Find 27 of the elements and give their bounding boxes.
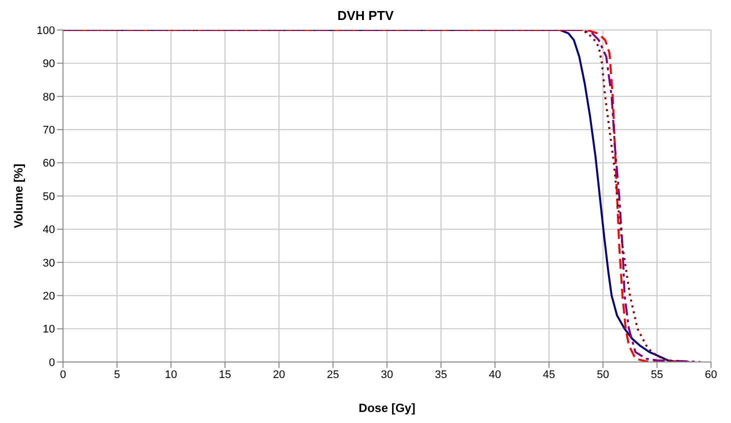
x-tick-label: 40	[488, 368, 502, 381]
x-tick-label: 5	[114, 368, 120, 381]
x-axis-title: Dose [Gy]	[358, 401, 416, 415]
y-axis-title: Volume [%]	[11, 164, 26, 228]
x-tick-label: 10	[164, 368, 178, 381]
y-tick-label: 30	[42, 257, 55, 270]
x-tick-label: 35	[434, 368, 448, 381]
y-tick-label: 50	[42, 190, 55, 203]
y-tick-label: 90	[42, 58, 55, 70]
y-tick-label: 70	[42, 124, 55, 137]
x-tick-label: 45	[542, 368, 556, 381]
x-tick-label: 0	[60, 368, 66, 381]
y-tick-label: 10	[42, 324, 55, 336]
chart-title: DVH PTV	[336, 8, 395, 23]
x-tick-label: 25	[326, 368, 340, 381]
y-tick-label: 0	[48, 356, 55, 369]
y-tick-label: 100	[36, 24, 55, 37]
x-tick-label: 55	[650, 368, 664, 381]
x-tick-label: 15	[218, 368, 232, 381]
y-tick-label: 80	[42, 91, 55, 104]
y-tick-label: 40	[42, 224, 55, 236]
x-tick-label: 20	[272, 368, 286, 381]
x-tick-label: 50	[596, 368, 610, 381]
x-tick-label: 60	[704, 368, 718, 381]
x-tick-label: 30	[380, 368, 394, 381]
y-tick-label: 20	[42, 290, 55, 303]
y-tick-label: 60	[42, 158, 55, 170]
